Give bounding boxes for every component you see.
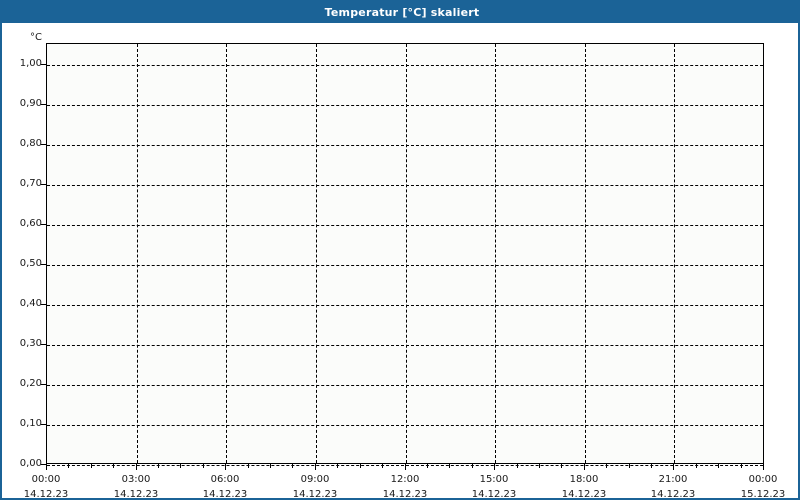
page-title: Temperatur [°C] skaliert [324, 6, 480, 19]
x-tick-mark-minor [158, 464, 159, 468]
x-tick-label-time: 15:00 [479, 474, 509, 485]
y-tick-mark [41, 104, 46, 105]
x-tick-mark-minor [91, 464, 92, 468]
gridline-horizontal [47, 145, 763, 146]
x-tick-mark [315, 464, 316, 470]
x-tick-mark-minor [360, 464, 361, 468]
x-tick-label-date: 14.12.23 [650, 489, 696, 500]
x-tick-label-time: 21:00 [658, 474, 688, 485]
x-tick-label-time: 18:00 [569, 474, 599, 485]
gridline-horizontal [47, 305, 763, 306]
x-tick-mark [405, 464, 406, 470]
y-tick-label: 0,90 [19, 98, 42, 109]
y-axis-unit-label: °C [30, 32, 42, 43]
x-tick-mark-minor [651, 464, 652, 468]
y-axis-unit-wrapper: °C [2, 25, 42, 43]
x-tick-label-time: 00:00 [31, 474, 61, 485]
x-tick-label-time: 03:00 [121, 474, 151, 485]
x-tick-label-date: 14.12.23 [382, 489, 428, 500]
chart-canvas: °C 0,00 0,10 0,20 0,30 0,40 0,50 0,60 0,70 0,80 0… [2, 23, 798, 498]
x-tick-mark-minor [382, 464, 383, 468]
x-tick-mark-minor [113, 464, 114, 468]
x-tick-mark-minor [539, 464, 540, 468]
y-tick-label: 0,40 [19, 298, 42, 309]
x-tick-mark-minor [248, 464, 249, 468]
y-tick-label: 0,00 [19, 458, 42, 469]
y-tick-label: 0,70 [19, 178, 42, 189]
y-tick-mark [41, 224, 46, 225]
x-tick-mark-minor [337, 464, 338, 468]
y-tick-mark [41, 304, 46, 305]
y-tick-mark [41, 64, 46, 65]
x-tick-mark-minor [629, 464, 630, 468]
x-tick-mark-minor [292, 464, 293, 468]
x-tick-mark-minor [741, 464, 742, 468]
gridline-horizontal [47, 345, 763, 346]
x-tick-mark-minor [472, 464, 473, 468]
gridline-vertical [316, 44, 317, 463]
gridline-vertical [585, 44, 586, 463]
gridline-vertical [674, 44, 675, 463]
x-tick-mark-minor [427, 464, 428, 468]
gridline-horizontal [47, 185, 763, 186]
x-tick-mark [494, 464, 495, 470]
x-tick-mark-minor [606, 464, 607, 468]
x-tick-label-date: 14.12.23 [471, 489, 517, 500]
gridline-vertical [137, 44, 138, 463]
y-tick-label: 0,60 [19, 218, 42, 229]
gridline-horizontal [47, 65, 763, 66]
x-tick-label-time: 09:00 [300, 474, 330, 485]
gridline-horizontal [47, 425, 763, 426]
y-tick-mark [41, 384, 46, 385]
x-tick-label-date: 14.12.23 [113, 489, 159, 500]
y-tick-label: 0,30 [19, 338, 42, 349]
x-tick-label-date: 15.12.23 [740, 489, 786, 500]
y-tick-label: 0,50 [19, 258, 42, 269]
gridline-horizontal [47, 465, 763, 466]
x-tick-mark [584, 464, 585, 470]
y-tick-mark [41, 264, 46, 265]
chart-title-bar: Temperatur [°C] skaliert [2, 2, 798, 23]
y-tick-label: 0,20 [19, 378, 42, 389]
gridline-vertical [495, 44, 496, 463]
x-tick-mark [225, 464, 226, 470]
x-tick-label-date: 14.12.23 [202, 489, 248, 500]
x-tick-label-time: 00:00 [748, 474, 778, 485]
gridline-horizontal [47, 265, 763, 266]
x-tick-mark-minor [696, 464, 697, 468]
x-tick-mark [46, 464, 47, 470]
y-tick-mark [41, 144, 46, 145]
y-tick-label: 0,80 [19, 138, 42, 149]
gridline-vertical [226, 44, 227, 463]
x-tick-label-time: 06:00 [210, 474, 240, 485]
y-tick-label: 1,00 [19, 58, 42, 69]
plot-area [46, 43, 764, 466]
y-tick-label: 0,10 [19, 418, 42, 429]
data-series-layer [47, 44, 763, 463]
x-tick-mark-minor [561, 464, 562, 468]
x-tick-label-date: 14.12.23 [23, 489, 69, 500]
y-tick-mark [41, 344, 46, 345]
x-tick-mark-minor [180, 464, 181, 468]
x-tick-mark-minor [718, 464, 719, 468]
x-tick-mark [136, 464, 137, 470]
x-tick-mark-minor [203, 464, 204, 468]
x-tick-label-time: 12:00 [390, 474, 420, 485]
x-tick-mark [763, 464, 764, 470]
gridline-horizontal [47, 385, 763, 386]
gridline-horizontal [47, 105, 763, 106]
y-tick-mark [41, 464, 46, 465]
x-tick-mark-minor [449, 464, 450, 468]
x-tick-mark-minor [68, 464, 69, 468]
gridline-vertical [406, 44, 407, 463]
y-tick-mark [41, 184, 46, 185]
x-tick-mark-minor [517, 464, 518, 468]
x-tick-label-date: 14.12.23 [561, 489, 607, 500]
y-tick-mark [41, 424, 46, 425]
gridline-horizontal [47, 225, 763, 226]
x-tick-label-date: 14.12.23 [292, 489, 338, 500]
x-tick-mark-minor [270, 464, 271, 468]
x-tick-mark [673, 464, 674, 470]
